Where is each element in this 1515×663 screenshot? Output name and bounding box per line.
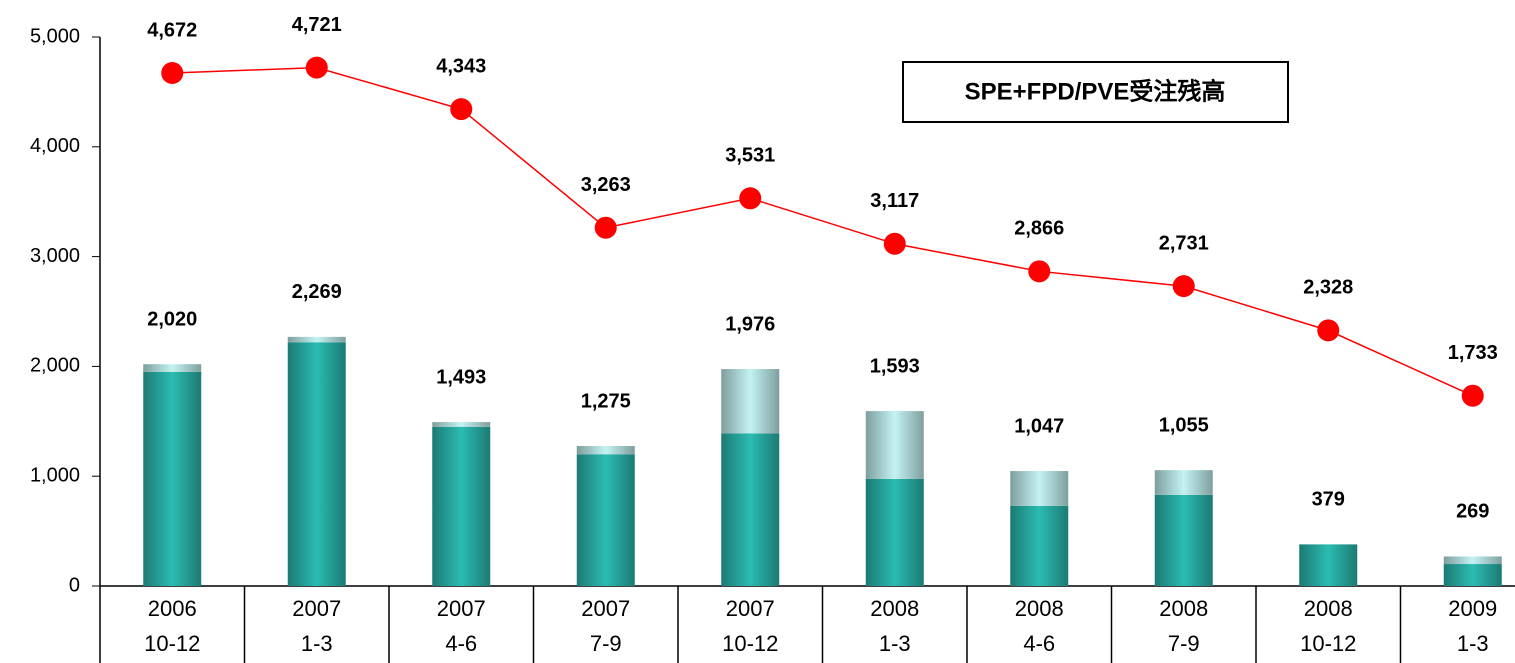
x-tick-label: 2008 — [870, 596, 919, 621]
legend-label: SPE+FPD/PVE受注残高 — [965, 77, 1226, 105]
bar-segment — [865, 411, 924, 479]
x-tick-label: 7-9 — [1168, 631, 1200, 656]
x-tick-label: 2007 — [437, 596, 486, 621]
x-tick-label: 4-6 — [1023, 631, 1055, 656]
bar-segment — [1154, 494, 1213, 586]
y-tick-label: 3,000 — [30, 245, 80, 267]
line-marker — [594, 216, 617, 239]
bar-total-label: 2,269 — [292, 281, 342, 303]
x-tick-label: 2009 — [1448, 596, 1497, 621]
line-value-label: 2,328 — [1303, 277, 1353, 299]
bar-total-label: 1,493 — [436, 366, 486, 388]
bar-segment — [432, 426, 491, 586]
bar-segment — [1299, 544, 1358, 586]
bar-segment — [143, 364, 202, 372]
y-tick-label: 1,000 — [30, 464, 80, 486]
y-tick-label: 0 — [69, 574, 80, 596]
bar-segment — [287, 336, 346, 343]
line-value-label: 3,263 — [581, 174, 631, 196]
line-marker — [450, 98, 473, 121]
line-marker — [161, 62, 184, 85]
x-tick-label: 2007 — [726, 596, 775, 621]
x-tick-label: 7-9 — [590, 631, 622, 656]
x-tick-label: 10-12 — [144, 631, 200, 656]
bar-segment — [1154, 470, 1213, 495]
line-marker — [1461, 384, 1484, 407]
bar-total-label: 1,976 — [725, 313, 775, 335]
line-value-label: 1,733 — [1448, 342, 1498, 364]
x-tick-label: 2008 — [1015, 596, 1064, 621]
x-tick-label: 1-3 — [301, 631, 333, 656]
x-tick-label: 1-3 — [1457, 631, 1489, 656]
x-tick-label: 2008 — [1304, 596, 1353, 621]
x-tick-label: 2007 — [581, 596, 630, 621]
bar-segment — [721, 433, 780, 586]
bar-total-label: 1,275 — [581, 390, 631, 412]
bar-total-label: 1,593 — [870, 355, 920, 377]
line-value-label: 2,866 — [1014, 218, 1064, 240]
bar-total-label: 379 — [1312, 489, 1345, 511]
bar-total-label: 1,047 — [1014, 415, 1064, 437]
bar-total-label: 1,055 — [1159, 414, 1209, 436]
line-value-label: 3,117 — [870, 190, 919, 212]
legend-box — [902, 61, 1289, 123]
x-tick-label: 2007 — [292, 596, 341, 621]
y-tick-label: 5,000 — [30, 25, 80, 47]
line-value-label: 2,731 — [1159, 232, 1209, 254]
y-tick-label: 2,000 — [30, 355, 80, 377]
bar-total-label: 2,020 — [147, 308, 197, 330]
bar-segment — [1443, 556, 1502, 565]
line-marker — [1172, 275, 1195, 298]
bar-segment — [432, 422, 491, 427]
x-tick-label: 2008 — [1159, 596, 1208, 621]
bar-segment — [1010, 471, 1069, 506]
bar-segment — [576, 454, 635, 586]
bar-segment — [287, 342, 346, 586]
bar-segment — [1443, 564, 1502, 586]
line-value-label: 3,531 — [725, 145, 775, 167]
bar-segment — [721, 369, 780, 434]
line — [172, 66, 1474, 397]
x-tick-label: 1-3 — [879, 631, 911, 656]
line-marker — [739, 187, 762, 210]
x-tick-label: 10-12 — [1300, 631, 1356, 656]
line-value-label: 4,721 — [292, 14, 342, 36]
y-tick-label: 4,000 — [30, 135, 80, 157]
line-marker — [883, 232, 906, 255]
line-marker — [1317, 319, 1340, 342]
line-value-label: 4,672 — [147, 19, 197, 41]
x-tick-label: 10-12 — [722, 631, 778, 656]
x-tick-label: 2006 — [148, 596, 197, 621]
line-marker — [1028, 260, 1051, 283]
bar-segment — [576, 446, 635, 455]
bar-total-label: 269 — [1456, 501, 1489, 523]
line-value-label: 4,343 — [436, 55, 486, 77]
bar-segment — [1010, 505, 1069, 586]
bar-segment — [143, 371, 202, 586]
x-tick-label: 4-6 — [445, 631, 477, 656]
bar-segment — [865, 478, 924, 586]
line-marker — [305, 56, 328, 79]
